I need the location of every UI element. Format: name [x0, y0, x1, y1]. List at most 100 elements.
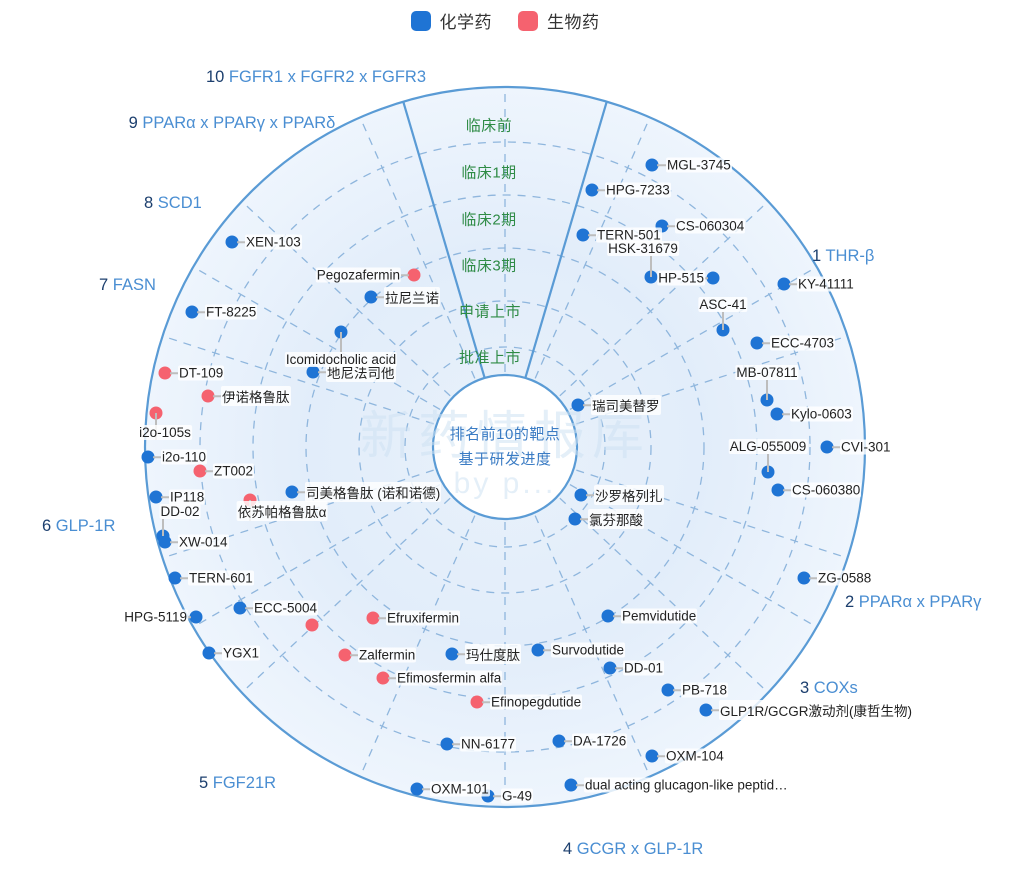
- chemical-dot-icon[interactable]: [552, 734, 566, 748]
- drug-label[interactable]: Efinopegdutide: [490, 694, 583, 710]
- sector-label-7[interactable]: 7 FASN: [99, 274, 156, 297]
- drug-label[interactable]: Pemvidutide: [621, 608, 698, 624]
- drug-label[interactable]: Efruxifermin: [386, 610, 461, 626]
- chemical-dot-icon[interactable]: [797, 571, 811, 585]
- chemical-dot-icon[interactable]: [571, 398, 585, 412]
- drug-label[interactable]: CS-060304: [675, 218, 746, 234]
- drug-label[interactable]: ASC-41: [698, 297, 748, 312]
- chemical-dot-icon[interactable]: [699, 703, 713, 717]
- chemical-dot-icon[interactable]: [202, 646, 216, 660]
- chemical-dot-icon[interactable]: [770, 407, 784, 421]
- chemical-dot-icon[interactable]: [156, 529, 170, 543]
- drug-label[interactable]: i2o-105s: [138, 425, 192, 440]
- chemical-dot-icon[interactable]: [285, 485, 299, 499]
- sector-label-1[interactable]: 1 THR-β: [812, 245, 874, 268]
- chemical-dot-icon[interactable]: [820, 440, 834, 454]
- drug-label[interactable]: Icomidocholic acid: [284, 352, 398, 367]
- drug-label[interactable]: HPG-5119: [123, 609, 188, 625]
- chemical-dot-icon[interactable]: [771, 483, 785, 497]
- drug-label[interactable]: ECC-4703: [770, 335, 836, 351]
- drug-label[interactable]: CVI-301: [840, 439, 892, 455]
- drug-label[interactable]: dual acting glucagon-like peptid…: [584, 777, 789, 793]
- chemical-dot-icon[interactable]: [716, 323, 730, 337]
- drug-label[interactable]: IP118: [169, 489, 206, 505]
- drug-label[interactable]: MB-07811: [735, 365, 799, 380]
- drug-label[interactable]: XEN-103: [245, 234, 302, 250]
- chemical-dot-icon[interactable]: [574, 488, 588, 502]
- biologic-dot-icon[interactable]: [338, 648, 352, 662]
- chemical-dot-icon[interactable]: [185, 305, 199, 319]
- drug-label[interactable]: ALG-055009: [728, 439, 808, 454]
- sector-label-8[interactable]: 8 SCD1: [144, 192, 202, 215]
- drug-label[interactable]: YGX1: [222, 645, 261, 661]
- drug-label[interactable]: HP-515: [657, 270, 705, 286]
- chemical-dot-icon[interactable]: [306, 365, 320, 379]
- chemical-dot-icon[interactable]: [564, 778, 578, 792]
- drug-label[interactable]: MGL-3745: [666, 157, 732, 173]
- drug-label[interactable]: Efimosfermin alfa: [396, 670, 503, 686]
- chemical-dot-icon[interactable]: [233, 601, 247, 615]
- chemical-dot-icon[interactable]: [364, 290, 378, 304]
- drug-label[interactable]: GLP1R/GCGR激动剂(康哲生物): [719, 700, 914, 720]
- chemical-dot-icon[interactable]: [645, 749, 659, 763]
- drug-label[interactable]: OXM-101: [430, 781, 490, 797]
- sector-label-3[interactable]: 3 COXs: [800, 677, 858, 700]
- drug-label[interactable]: OXM-104: [665, 748, 725, 764]
- biologic-dot-icon[interactable]: [158, 366, 172, 380]
- biologic-dot-icon[interactable]: [407, 268, 421, 282]
- chemical-dot-icon[interactable]: [661, 683, 675, 697]
- chemical-dot-icon[interactable]: [445, 647, 459, 661]
- legend-item-chemical[interactable]: 化学药: [410, 8, 493, 33]
- drug-label[interactable]: DA-1726: [572, 733, 628, 749]
- chemical-dot-icon[interactable]: [645, 158, 659, 172]
- drug-label[interactable]: 拉尼兰诺: [384, 287, 440, 307]
- drug-label[interactable]: 地尼法司他: [326, 362, 396, 382]
- chemical-dot-icon[interactable]: [706, 271, 720, 285]
- biologic-dot-icon[interactable]: [305, 618, 319, 632]
- sector-label-9[interactable]: 9 PPARα x PPARγ x PPARδ: [117, 112, 347, 135]
- drug-label[interactable]: 沙罗格列扎: [594, 485, 664, 505]
- biologic-dot-icon[interactable]: [376, 671, 390, 685]
- drug-label[interactable]: HSK-31679: [607, 241, 679, 256]
- chemical-dot-icon[interactable]: [585, 183, 599, 197]
- drug-label[interactable]: G-49: [501, 788, 534, 804]
- biologic-dot-icon[interactable]: [193, 464, 207, 478]
- drug-label[interactable]: ECC-5004: [253, 600, 319, 616]
- drug-label[interactable]: TERN-601: [188, 570, 254, 586]
- drug-label[interactable]: XW-014: [178, 534, 229, 550]
- drug-label[interactable]: 司美格鲁肽 (诺和诺德): [305, 482, 442, 502]
- chemical-dot-icon[interactable]: [410, 782, 424, 796]
- sector-label-2[interactable]: 2 PPARα x PPARγ: [845, 591, 981, 614]
- biologic-dot-icon[interactable]: [201, 389, 215, 403]
- chemical-dot-icon[interactable]: [531, 643, 545, 657]
- drug-label[interactable]: Kylo-0603: [790, 406, 853, 422]
- chemical-dot-icon[interactable]: [568, 512, 582, 526]
- drug-label[interactable]: TERN-501: [596, 227, 662, 243]
- drug-label[interactable]: FT-8225: [205, 304, 258, 320]
- chemical-dot-icon[interactable]: [761, 465, 775, 479]
- drug-label[interactable]: 瑞司美替罗: [591, 395, 661, 415]
- chemical-dot-icon[interactable]: [168, 571, 182, 585]
- biologic-dot-icon[interactable]: [470, 695, 484, 709]
- sector-label-6[interactable]: 6 GLP-1R: [42, 515, 115, 538]
- drug-label[interactable]: 玛仕度肽: [465, 644, 521, 664]
- chemical-dot-icon[interactable]: [225, 235, 239, 249]
- drug-label[interactable]: DD-02: [159, 504, 201, 519]
- drug-label[interactable]: CS-060380: [791, 482, 862, 498]
- drug-label[interactable]: KY-41111: [797, 276, 855, 292]
- drug-label[interactable]: NN-6177: [460, 736, 517, 752]
- chemical-dot-icon[interactable]: [760, 393, 774, 407]
- chemical-dot-icon[interactable]: [601, 609, 615, 623]
- drug-label[interactable]: PB-718: [681, 682, 729, 698]
- chemical-dot-icon[interactable]: [576, 228, 590, 242]
- chemical-dot-icon[interactable]: [141, 450, 155, 464]
- chemical-dot-icon[interactable]: [750, 336, 764, 350]
- drug-label[interactable]: Zalfermin: [358, 647, 417, 663]
- drug-label[interactable]: ZG-0588: [817, 570, 873, 586]
- drug-label[interactable]: ZT002: [213, 463, 255, 479]
- drug-label[interactable]: 氯芬那酸: [588, 509, 644, 529]
- chemical-dot-icon[interactable]: [644, 270, 658, 284]
- drug-label[interactable]: DT-109: [178, 365, 225, 381]
- chemical-dot-icon[interactable]: [189, 610, 203, 624]
- chemical-dot-icon[interactable]: [777, 277, 791, 291]
